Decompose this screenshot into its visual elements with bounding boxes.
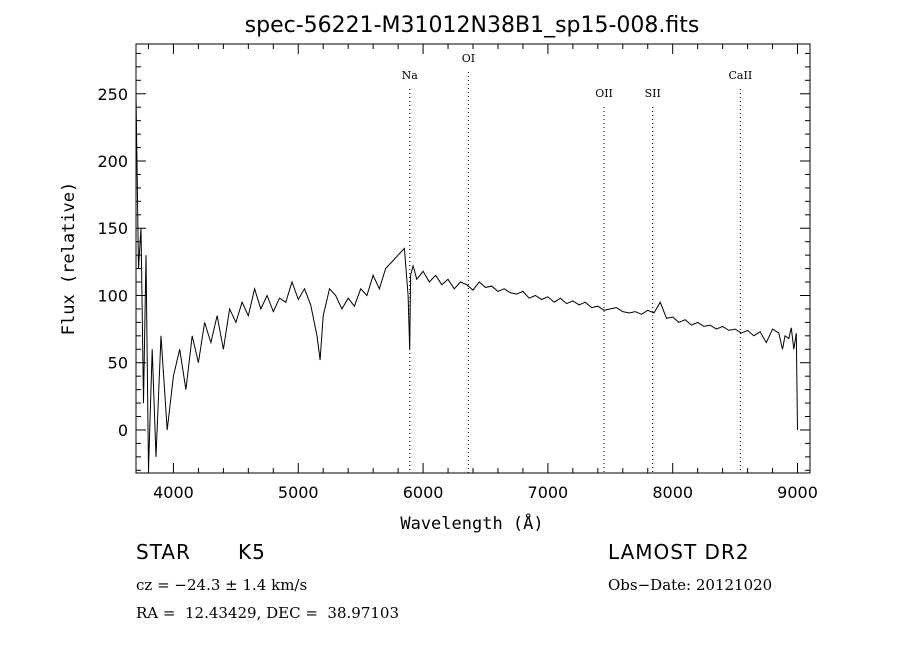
x-tick-label: 7000	[528, 483, 569, 502]
line-marker-label: OI	[462, 52, 475, 65]
x-tick-label: 6000	[403, 483, 444, 502]
line-marker-label: Na	[402, 69, 419, 82]
x-tick-label: 4000	[153, 483, 194, 502]
line-marker-label: OII	[595, 87, 613, 100]
y-tick-label: 200	[97, 152, 128, 171]
x-axis-label: Wavelength (Å)	[400, 512, 543, 534]
object-class: STAR	[136, 540, 191, 564]
redshift-velocity: cz = −24.3 ± 1.4 km/s	[136, 576, 308, 594]
x-tick-label: 5000	[278, 483, 319, 502]
x-tick-label: 8000	[652, 483, 693, 502]
axis-tick-labels: 4000 5000 6000 7000 8000 9000 0 50 100 150 200 250	[97, 85, 817, 502]
line-marker-label: CaII	[729, 69, 753, 82]
y-tick-label: 100	[97, 286, 128, 305]
y-axis-label: Flux (relative)	[59, 182, 79, 336]
y-tick-label: 150	[97, 219, 128, 238]
survey-name: LAMOST DR2	[608, 540, 750, 564]
chart-title: spec-56221-M31012N38B1_sp15-008.fits	[245, 13, 700, 38]
plot-frame	[135, 43, 811, 474]
x-tick-label: 9000	[777, 483, 818, 502]
coordinates: RA = 12.43429, DEC = 38.97103	[136, 604, 400, 622]
spectrum-series-line	[135, 93, 798, 471]
axis-ticks	[136, 44, 810, 473]
observation-date: Obs−Date: 20121020	[608, 576, 773, 594]
emission-line-markers: Na OI OII SII CaII	[402, 52, 753, 473]
y-tick-label: 50	[108, 354, 128, 373]
line-marker-label: SII	[645, 87, 661, 100]
object-subclass: K5	[238, 540, 266, 564]
y-tick-label: 250	[97, 85, 128, 104]
y-tick-label: 0	[118, 421, 128, 440]
